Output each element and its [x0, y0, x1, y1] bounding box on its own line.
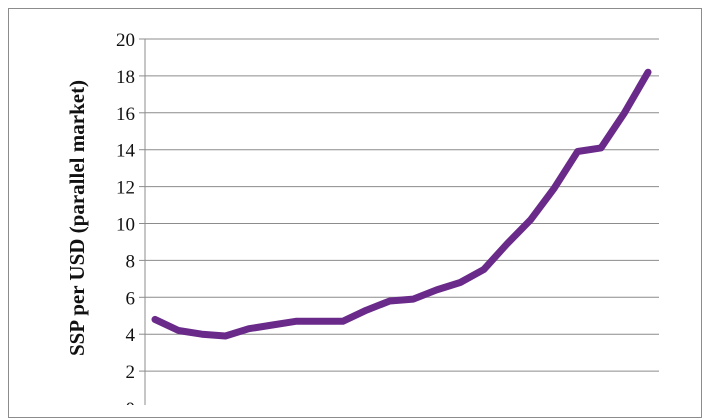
- y-tick-label-20: 20: [116, 30, 135, 51]
- y-tick-label-14: 14: [116, 141, 136, 162]
- y-tick-label-4: 4: [126, 325, 136, 346]
- series-line-0: [155, 72, 648, 336]
- y-tick-label-8: 8: [126, 251, 136, 272]
- y-tick-label-10: 10: [116, 215, 135, 236]
- series-group: [155, 72, 648, 336]
- y-tick-label-18: 18: [116, 67, 135, 88]
- y-tick-label-6: 6: [126, 288, 136, 309]
- y-tick-label-0: 0: [126, 399, 136, 405]
- y-axis-title: SSP per USD (parallel market): [65, 80, 89, 356]
- line-chart: 0 2 4 6 8 10 12 14 16 18 20 SSP per USD (parallel …: [0, 0, 704, 405]
- y-tick-label-2: 2: [126, 362, 136, 383]
- gridlines: [145, 39, 659, 405]
- y-tick-label-12: 12: [116, 178, 135, 199]
- y-tick-label-16: 16: [116, 104, 135, 125]
- y-axis-ticks: 0 2 4 6 8 10 12 14 16 18 20: [116, 30, 145, 405]
